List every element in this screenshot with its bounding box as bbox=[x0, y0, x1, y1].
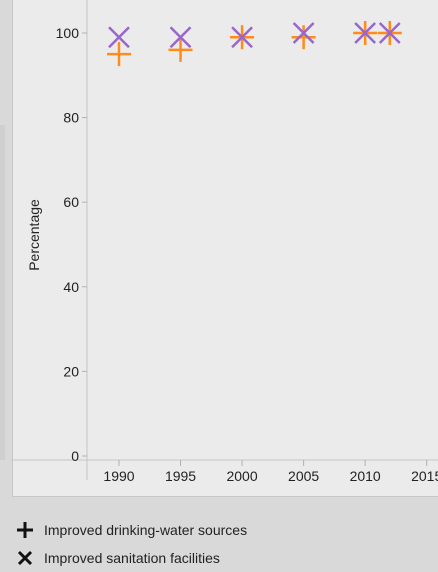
sanitation-point-1990 bbox=[108, 26, 130, 49]
legend: Improved drinking-water sources Improved… bbox=[14, 516, 434, 572]
legend-label-drinking-water: Improved drinking-water sources bbox=[44, 522, 248, 538]
legend-item-sanitation: Improved sanitation facilities bbox=[14, 544, 434, 572]
drinking-water-point-1990 bbox=[107, 42, 131, 67]
y-tick-label-40: 40 bbox=[63, 279, 79, 295]
chart-panel: 0 20 40 60 80 100 1990 1995 2000 2005 2010 2015 Per… bbox=[12, 0, 438, 497]
sanitation-point-2000 bbox=[231, 26, 253, 49]
y-tick-label-0: 0 bbox=[71, 448, 79, 464]
sanitation-point-2010 bbox=[354, 22, 377, 44]
x-tick-label-2000: 2000 bbox=[226, 468, 257, 484]
legend-item-drinking-water: Improved drinking-water sources bbox=[14, 516, 434, 544]
x-tick-label-1990: 1990 bbox=[103, 468, 134, 484]
scatter-chart: 0 20 40 60 80 100 1990 1995 2000 2005 2010 2015 Per… bbox=[13, 0, 438, 484]
y-tick-label-100: 100 bbox=[56, 25, 80, 41]
y-axis-label: Percentage bbox=[26, 199, 42, 271]
x-tick-label-2010: 2010 bbox=[350, 468, 381, 484]
left-edge-bar bbox=[0, 125, 5, 460]
y-tick-label-80: 80 bbox=[63, 110, 79, 126]
sanitation-point-2012 bbox=[378, 22, 401, 44]
legend-label-sanitation: Improved sanitation facilities bbox=[44, 550, 220, 566]
sanitation-point-1995 bbox=[169, 26, 192, 49]
drinking-water-point-2005 bbox=[291, 25, 316, 50]
sanitation-point-2005 bbox=[292, 22, 315, 44]
x-tick-label-2015: 2015 bbox=[411, 468, 438, 484]
plus-marker-icon bbox=[17, 522, 33, 538]
x-tick-label-2005: 2005 bbox=[288, 468, 319, 484]
y-tick-label-60: 60 bbox=[63, 194, 79, 210]
drinking-water-point-1995 bbox=[168, 37, 193, 62]
x-tick-label-1995: 1995 bbox=[165, 468, 196, 484]
y-tick-label-20: 20 bbox=[63, 363, 79, 379]
cross-marker-icon bbox=[17, 550, 33, 566]
